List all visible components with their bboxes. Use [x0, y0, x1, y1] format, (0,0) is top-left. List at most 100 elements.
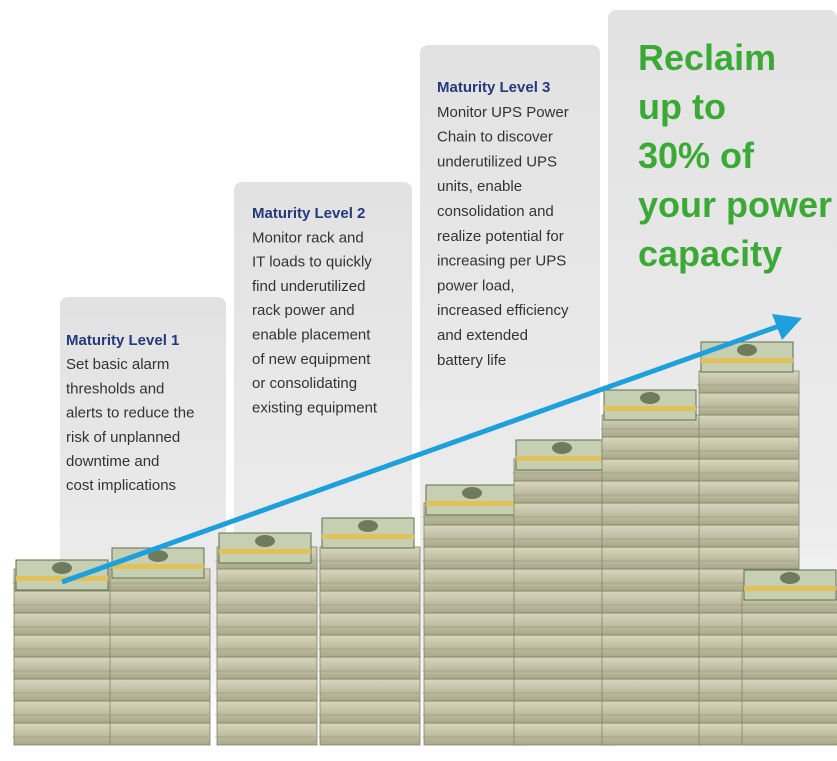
band: [112, 564, 204, 569]
band: [322, 534, 414, 539]
bill-stack: [699, 525, 799, 547]
bill-stack: [320, 635, 420, 657]
bill-stack: [699, 503, 799, 525]
band: [219, 549, 311, 554]
headline: 30% of: [638, 135, 755, 176]
portrait: [358, 520, 378, 532]
level-text: or consolidating: [252, 375, 357, 392]
bill-stack: [424, 547, 524, 569]
bill-stack: [320, 657, 420, 679]
bill-stack: [602, 481, 702, 503]
headline: your power: [638, 184, 832, 225]
level-text: enable placement: [252, 327, 371, 344]
headline: Reclaim: [638, 37, 776, 78]
bill-stack: [602, 503, 702, 525]
band: [701, 358, 793, 363]
bill-stack: [742, 657, 837, 679]
bill-stack: [110, 723, 210, 745]
bill-stack: [514, 481, 614, 503]
level-title: Maturity Level 1: [66, 332, 179, 349]
bill-stack: [424, 723, 524, 745]
bill-stack: [217, 701, 317, 723]
bill-stack: [602, 525, 702, 547]
bill-stack: [514, 679, 614, 701]
portrait: [552, 442, 572, 454]
bill-stack: [424, 569, 524, 591]
bill-stack: [742, 679, 837, 701]
level-text: thresholds and: [66, 380, 164, 397]
headline: capacity: [638, 233, 782, 274]
level-text: IT loads to quickly: [252, 254, 372, 271]
bill-stack: [514, 547, 614, 569]
level-text: increased efficiency: [437, 302, 569, 319]
bill-stack: [217, 591, 317, 613]
band: [604, 406, 696, 411]
bill-stack: [14, 613, 114, 635]
bill-stack: [602, 613, 702, 635]
bill-stack: [602, 701, 702, 723]
level-text: power load,: [437, 277, 515, 294]
bill-stack: [742, 635, 837, 657]
bill-stack: [602, 635, 702, 657]
bill-stack: [14, 723, 114, 745]
bill-stack: [320, 591, 420, 613]
level-text: underutilized UPS: [437, 153, 557, 170]
bill-stack: [602, 569, 702, 591]
band: [744, 586, 836, 591]
bill-stack: [514, 723, 614, 745]
bill-stack: [602, 657, 702, 679]
bill-stack: [110, 613, 210, 635]
level-text: consolidation and: [437, 203, 554, 220]
bill-stack: [424, 701, 524, 723]
bill-stack: [742, 613, 837, 635]
bill-stack: [514, 701, 614, 723]
bill-stack: [699, 481, 799, 503]
bill-stack: [699, 437, 799, 459]
level-text: Set basic alarm: [66, 356, 169, 373]
bill-stack: [320, 701, 420, 723]
level-text: alerts to reduce the: [66, 405, 194, 422]
level-text: Monitor rack and: [252, 229, 364, 246]
band: [516, 456, 608, 461]
bill-stack: [602, 547, 702, 569]
portrait: [255, 535, 275, 547]
bill-stack: [699, 459, 799, 481]
bill-stack: [424, 635, 524, 657]
bill-stack: [424, 525, 524, 547]
portrait: [737, 344, 757, 356]
portrait: [640, 392, 660, 404]
level-text: and extended: [437, 327, 528, 344]
bill-stack: [110, 679, 210, 701]
bill-stack: [514, 657, 614, 679]
bill-stack: [110, 591, 210, 613]
bill-stack: [14, 701, 114, 723]
bill-stack: [110, 701, 210, 723]
level-text: units, enable: [437, 178, 522, 195]
level-text: realize potential for: [437, 228, 564, 245]
infographic: Maturity Level 1 Set basic alarm threshold…: [0, 0, 837, 761]
level-text: downtime and: [66, 453, 159, 470]
bill-stack: [602, 591, 702, 613]
bill-stack: [742, 723, 837, 745]
level-text: increasing per UPS: [437, 253, 566, 270]
bill-stack: [699, 393, 799, 415]
bill-stack: [14, 679, 114, 701]
level-text: Monitor UPS Power: [437, 104, 569, 121]
level-text: of new equipment: [252, 351, 371, 368]
bill-stack: [424, 591, 524, 613]
bill-stack: [217, 679, 317, 701]
level-text: rack power and: [252, 302, 355, 319]
bill-stack: [514, 591, 614, 613]
bill-stack: [699, 547, 799, 569]
bill-stack: [699, 415, 799, 437]
bill-stack: [514, 525, 614, 547]
level-text: Chain to discover: [437, 129, 553, 146]
level-text: cost implications: [66, 477, 176, 494]
bill-stack: [514, 635, 614, 657]
bill-stack: [110, 635, 210, 657]
bill-stack: [320, 723, 420, 745]
bill-stack: [320, 569, 420, 591]
bill-stack: [424, 679, 524, 701]
band: [426, 501, 518, 506]
bill-stack: [14, 657, 114, 679]
